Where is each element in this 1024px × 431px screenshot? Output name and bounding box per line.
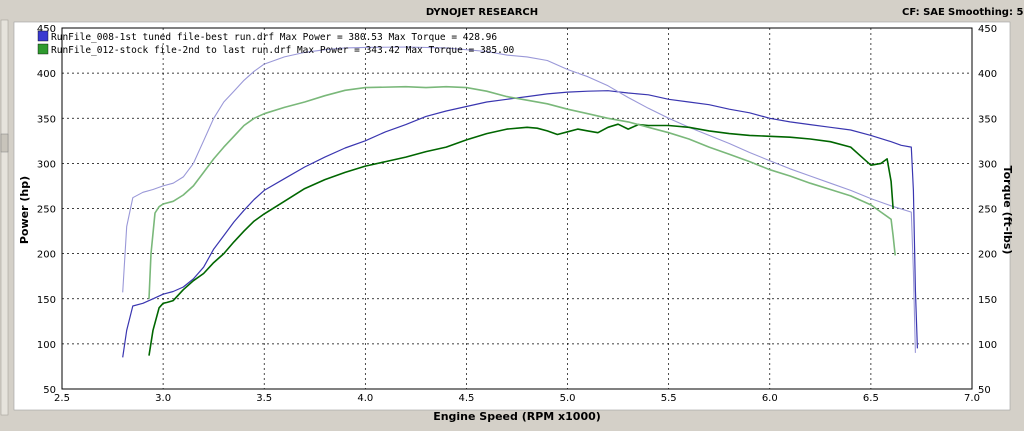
y-tick-label: 150 — [37, 295, 56, 306]
x-tick-label: 5.5 — [661, 393, 677, 404]
legend: RunFile_008-1st tuned file-best run.drf … — [37, 30, 515, 56]
header-title: DYNOJET RESEARCH — [426, 7, 538, 18]
series-run2-power — [148, 123, 894, 356]
x-tick-label: 6.0 — [762, 393, 778, 404]
x-tick-label: 4.0 — [357, 393, 373, 404]
y2-tick-label: 450 — [978, 24, 997, 35]
series-run1-power — [122, 90, 918, 358]
y2-tick-labels: 50 100 150 200 250 300 350 400 450 — [978, 24, 997, 396]
y2-tick-label: 250 — [978, 205, 997, 216]
legend-swatch-run2 — [37, 43, 49, 55]
y2-tick-label: 100 — [978, 340, 997, 351]
x-axis-label: Engine Speed (RPM x1000) — [433, 410, 601, 423]
legend-swatch-run1 — [37, 30, 49, 42]
y2-tick-label: 50 — [978, 385, 991, 396]
y-tick-label: 400 — [37, 69, 56, 80]
y-tick-labels: 50 100 150 200 250 300 350 400 450 — [37, 24, 56, 396]
x-tick-label: 3.5 — [256, 393, 272, 404]
x-tick-label: 7.0 — [964, 393, 980, 404]
legend-entry-run2: RunFile_012-stock file-2nd to last run.d… — [51, 45, 515, 56]
x-tick-labels: 2.5 3.0 3.5 4.0 4.5 5.0 5.5 6.0 6.5 7.0 — [54, 393, 980, 404]
x-tick-label: 4.5 — [458, 393, 474, 404]
x-tick-label: 2.5 — [54, 393, 70, 404]
y-axis-label: Power (hp) — [18, 176, 31, 244]
y2-tick-label: 350 — [978, 114, 997, 125]
y2-tick-label: 200 — [978, 250, 997, 261]
left-scroll-thumb[interactable] — [0, 133, 9, 153]
y-tick-label: 250 — [37, 205, 56, 216]
left-scrollbar[interactable] — [0, 19, 9, 416]
y-tick-label: 100 — [37, 340, 56, 351]
y-tick-label: 200 — [37, 250, 56, 261]
y-tick-label: 450 — [37, 24, 56, 35]
x-tick-label: 3.0 — [155, 393, 171, 404]
header-cf: CF: SAE — [902, 7, 945, 18]
legend-entry-run1: RunFile_008-1st tuned file-best run.drf … — [51, 32, 497, 43]
header-smoothing: Smoothing: 5 — [948, 7, 1023, 18]
y2-tick-label: 300 — [978, 159, 997, 170]
series-run2-torque — [148, 85, 896, 299]
y2-tick-label: 150 — [978, 295, 997, 306]
series-run1-torque — [122, 46, 916, 353]
y2-tick-label: 400 — [978, 69, 997, 80]
y2-axis-label: Torque (ft-lbs) — [1001, 166, 1014, 255]
x-tick-label: 6.5 — [863, 393, 879, 404]
series-layer — [122, 46, 918, 358]
y-tick-label: 50 — [43, 385, 56, 396]
y-tick-label: 350 — [37, 114, 56, 125]
y-tick-label: 300 — [37, 159, 56, 170]
x-tick-label: 5.0 — [560, 393, 576, 404]
